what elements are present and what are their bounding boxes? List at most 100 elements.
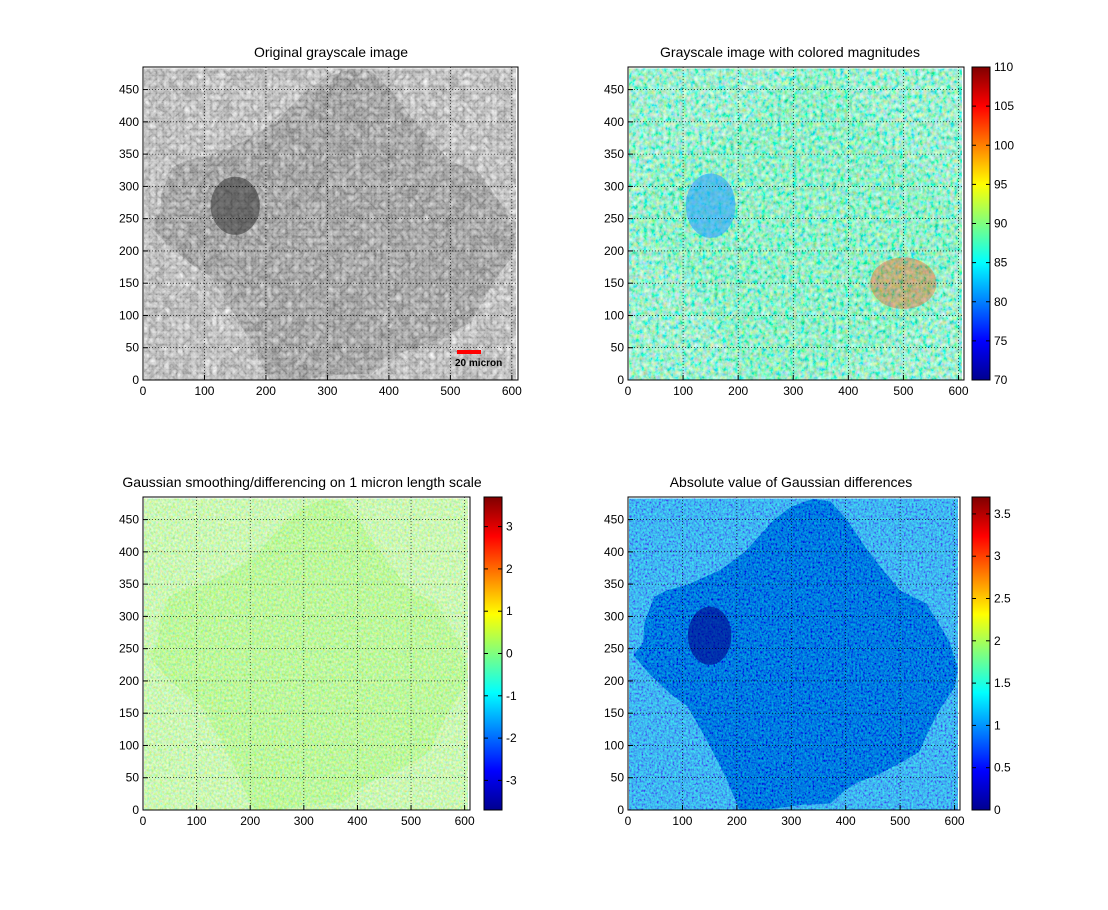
y-tick-label: 350 — [604, 147, 624, 161]
colorbar-tick-label: 80 — [994, 295, 1008, 309]
y-tick-label: 0 — [132, 803, 139, 817]
y-tick-label: 50 — [611, 341, 625, 355]
y-tick-label: 400 — [119, 115, 139, 129]
x-tick-label: 600 — [502, 384, 522, 398]
panel-absolute-differences: Absolute value of Gaussian differences 0… — [604, 474, 1011, 828]
axes-box — [142, 66, 519, 381]
colorbar-tick-label: 90 — [994, 217, 1008, 231]
colorbar-tick-label: 0 — [994, 803, 1001, 817]
grid — [143, 497, 470, 810]
colorbar-tick-label: 1.5 — [994, 676, 1011, 690]
y-tick-label: 0 — [132, 373, 139, 387]
image-rock — [144, 68, 516, 380]
x-tick-label: 400 — [838, 384, 858, 398]
panel-gaussian-differencing: Gaussian smoothing/differencing on 1 mic… — [119, 474, 517, 828]
x-tick-label: 400 — [836, 814, 856, 828]
scale-bar-label: 20 micron — [455, 358, 502, 369]
y-tick-label: 400 — [604, 115, 624, 129]
x-tick-label: 300 — [317, 384, 337, 398]
colorbar: 70 75 80 85 90 95 100 105 110 — [971, 60, 1014, 387]
x-tick-label: 300 — [783, 384, 803, 398]
grid — [143, 67, 518, 380]
y-tick-label: 400 — [119, 545, 139, 559]
x-tick-label: 0 — [140, 814, 147, 828]
y-tick-label: 100 — [119, 308, 139, 322]
x-tick-label: 100 — [194, 384, 214, 398]
y-tick-label: 50 — [611, 771, 625, 785]
y-tick-label: 0 — [617, 373, 624, 387]
panel-title: Grayscale image with colored magnitudes — [660, 44, 920, 60]
x-tick-label: 400 — [379, 384, 399, 398]
x-tick-label: 0 — [625, 384, 632, 398]
x-tick-label: 500 — [893, 384, 913, 398]
x-tick-label: 100 — [672, 814, 692, 828]
colorbar-tick-label: 0.5 — [994, 761, 1011, 775]
y-tick-label: 100 — [604, 308, 624, 322]
colorbar-tick-label: 3.5 — [994, 507, 1011, 521]
colorbar-tick-label: 1 — [994, 718, 1001, 732]
x-tick-label: 200 — [256, 384, 276, 398]
y-tick-label: 200 — [604, 244, 624, 258]
y-tick-label: 300 — [604, 609, 624, 623]
axes-box — [627, 496, 961, 811]
panel-title: Absolute value of Gaussian differences — [670, 474, 913, 490]
colorbar-tick-label: 105 — [994, 99, 1014, 113]
x-tick-label: 300 — [294, 814, 314, 828]
panel-title: Original grayscale image — [254, 44, 408, 60]
y-tick-label: 200 — [119, 674, 139, 688]
y-tick-label: 250 — [604, 642, 624, 656]
colorbar-tick-label: 75 — [994, 334, 1008, 348]
x-tick-label: 100 — [673, 384, 693, 398]
colorbar-tick-label: 110 — [994, 60, 1013, 74]
y-tick-label: 250 — [119, 212, 139, 226]
y-tick-label: 350 — [604, 577, 624, 591]
x-tick-label: 200 — [240, 814, 260, 828]
x-tick-label: 400 — [347, 814, 367, 828]
y-tick-label: 350 — [119, 147, 139, 161]
panel-original: Original grayscale image 0 100 200 300 400 50… — [119, 44, 522, 398]
x-tick-label: 200 — [727, 814, 747, 828]
x-tick-label: 600 — [455, 814, 475, 828]
x-tick-label: 300 — [781, 814, 801, 828]
colorbar-tick-label: 2.5 — [994, 592, 1011, 606]
axes-box — [142, 496, 471, 811]
y-tick-label: 0 — [617, 803, 624, 817]
y-tick-label: 150 — [604, 276, 624, 290]
axis-ticks: 0 100 200 300 400 500 600 0 50 100 150 200 250 300 350… — [604, 513, 965, 828]
x-tick-label: 200 — [728, 384, 748, 398]
y-tick-label: 450 — [119, 83, 139, 97]
colorbar-tick-label: -1 — [506, 689, 517, 703]
y-tick-label: 400 — [604, 545, 624, 559]
colorbar: -3 -2 -1 0 1 2 3 — [483, 496, 517, 811]
y-tick-label: 200 — [119, 244, 139, 258]
y-tick-label: 50 — [126, 341, 140, 355]
x-tick-label: 600 — [945, 814, 965, 828]
y-tick-label: 450 — [604, 83, 624, 97]
x-tick-label: 0 — [140, 384, 147, 398]
colorbar-tick-label: 95 — [994, 177, 1008, 191]
colorbar-tick-label: 70 — [994, 373, 1008, 387]
x-tick-label: 500 — [890, 814, 910, 828]
y-tick-label: 350 — [119, 577, 139, 591]
colorbar-tick-label: 2 — [994, 634, 1001, 648]
y-tick-label: 450 — [604, 513, 624, 527]
axes-box — [627, 66, 965, 381]
x-tick-label: 600 — [948, 384, 968, 398]
y-tick-label: 100 — [119, 738, 139, 752]
colorbar-tick-label: 85 — [994, 256, 1008, 270]
colorbar-gradient — [971, 496, 991, 811]
panel-title: Gaussian smoothing/differencing on 1 mic… — [122, 474, 481, 490]
axis-ticks: 0 100 200 300 400 500 600 0 50 100 150 200 250 300 350… — [119, 83, 522, 398]
y-tick-label: 100 — [604, 738, 624, 752]
colorbar-tick-label: 3 — [506, 520, 513, 534]
colorbar-tick-label: 2 — [506, 562, 513, 576]
y-tick-label: 300 — [119, 179, 139, 193]
y-tick-label: 200 — [604, 674, 624, 688]
colorbar-tick-label: -2 — [506, 731, 517, 745]
colorbar-tick-label: 100 — [994, 138, 1014, 152]
y-tick-label: 150 — [119, 276, 139, 290]
y-tick-label: 250 — [604, 212, 624, 226]
y-tick-label: 150 — [604, 706, 624, 720]
x-tick-label: 500 — [401, 814, 421, 828]
y-tick-label: 250 — [119, 642, 139, 656]
